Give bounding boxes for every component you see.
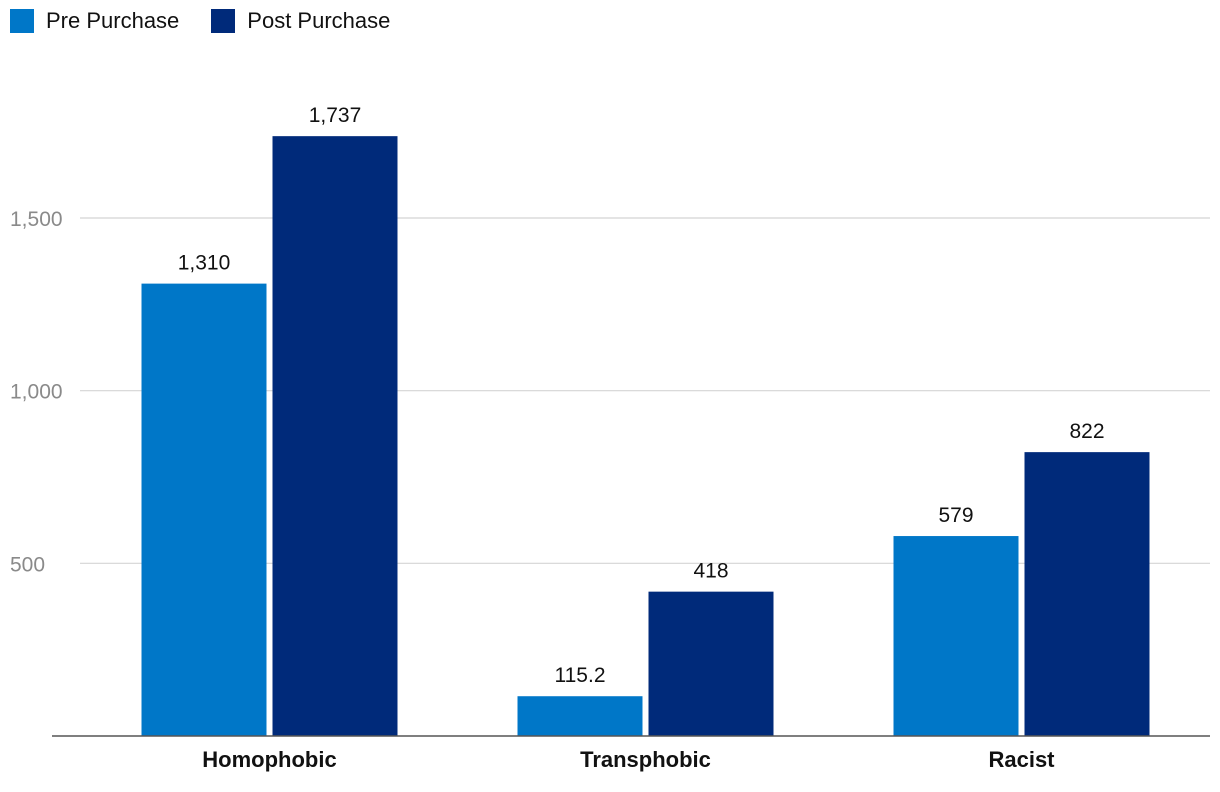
y-tick-label: 500 [10, 553, 45, 576]
data-label: 115.2 [555, 664, 606, 687]
data-label: 418 [693, 560, 728, 583]
x-tick-label: Homophobic [202, 747, 336, 772]
x-tick-label: Transphobic [580, 747, 711, 772]
data-label: 1,310 [178, 252, 231, 275]
data-label: 1,737 [309, 104, 362, 127]
bar-post-transphobic [648, 591, 774, 736]
y-tick-label: 1,000 [10, 381, 63, 404]
bar-post-racist [1024, 452, 1150, 736]
data-label: 579 [938, 504, 973, 527]
data-label: 822 [1069, 420, 1104, 443]
legend: Pre Purchase Post Purchase [10, 8, 390, 34]
grid-layer: 500 1,000 1,500 [10, 208, 1210, 576]
labels-layer: 1,310 1,737 115.2 418 579 822 [178, 104, 1105, 687]
legend-swatch-post-purchase [211, 9, 236, 33]
x-tick-label: Racist [988, 747, 1055, 772]
legend-item-post-purchase: Post Purchase [211, 8, 390, 34]
y-tick-label: 1,500 [10, 208, 63, 231]
bar-pre-transphobic [517, 696, 643, 736]
axis-layer: Homophobic Transphobic Racist [52, 735, 1210, 772]
bar-post-homophobic [272, 136, 398, 736]
legend-label-post-purchase: Post Purchase [247, 8, 391, 33]
bar-pre-racist [893, 536, 1019, 736]
legend-item-pre-purchase: Pre Purchase [10, 8, 179, 34]
bar-pre-homophobic [141, 283, 267, 736]
bars-layer [141, 136, 1150, 736]
legend-label-pre-purchase: Pre Purchase [46, 8, 180, 33]
legend-swatch-pre-purchase [10, 9, 34, 33]
